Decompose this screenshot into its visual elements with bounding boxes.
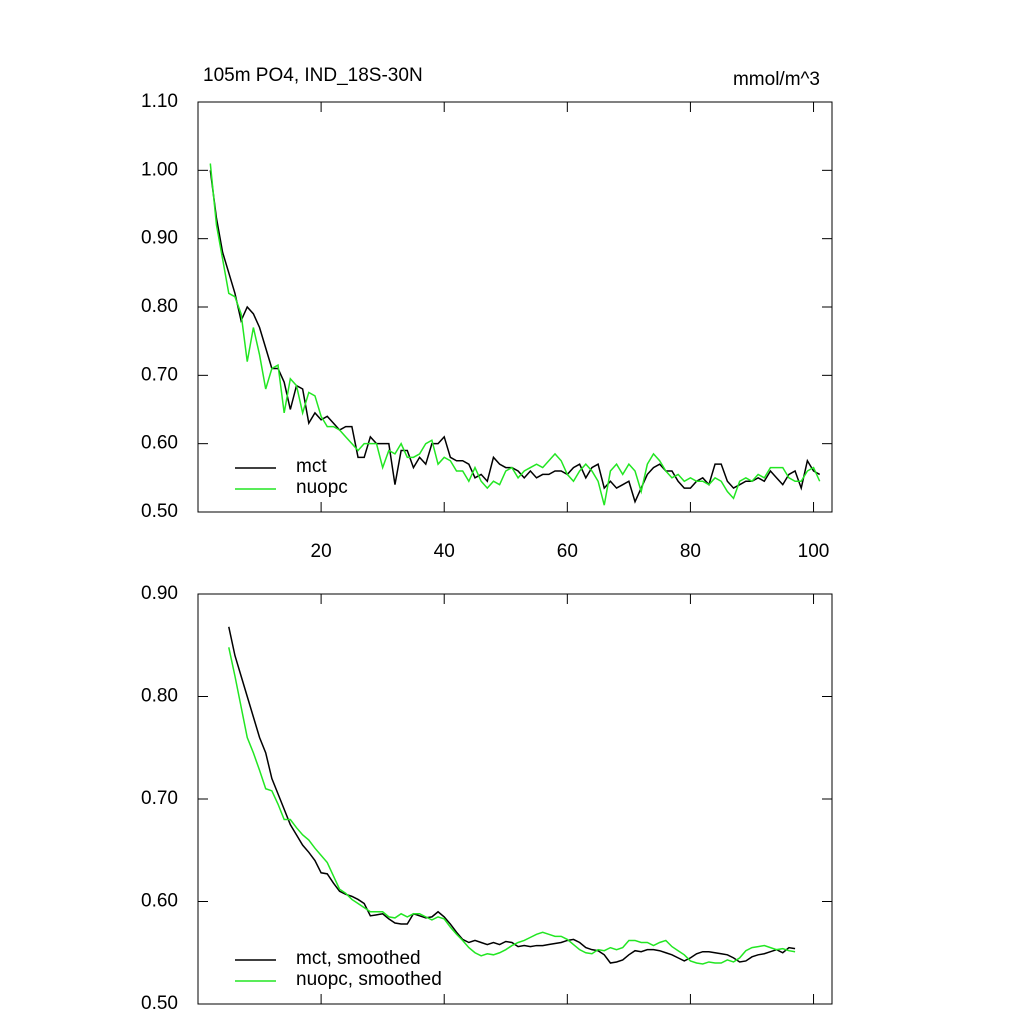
x-tick-label: 100 bbox=[798, 541, 830, 562]
y-tick-label: 0.90 bbox=[141, 228, 178, 249]
y-tick-label: 0.60 bbox=[141, 891, 178, 912]
legend-label: mct, smoothed bbox=[296, 948, 421, 969]
y-tick-label: 0.50 bbox=[141, 501, 178, 522]
y-tick-label: 1.00 bbox=[141, 159, 178, 180]
y-tick-label: 0.60 bbox=[141, 433, 178, 454]
y-tick-label: 0.80 bbox=[141, 296, 178, 317]
plot-frame bbox=[197, 593, 833, 1005]
units-label: mmol/m^3 bbox=[733, 69, 820, 90]
x-tick-label: 60 bbox=[557, 541, 578, 562]
data-line bbox=[228, 647, 796, 965]
y-tick-label: 0.90 bbox=[141, 583, 178, 604]
data-line bbox=[209, 163, 821, 506]
legend-label: nuopc, smoothed bbox=[296, 969, 442, 990]
x-tick-label: 80 bbox=[680, 541, 701, 562]
y-tick-label: 0.70 bbox=[141, 364, 178, 385]
y-tick-label: 0.80 bbox=[141, 686, 178, 707]
x-tick-label: 40 bbox=[434, 541, 455, 562]
y-tick-label: 0.70 bbox=[141, 788, 178, 809]
y-tick-label: 1.10 bbox=[141, 91, 178, 112]
chart-title: 105m PO4, IND_18S-30N bbox=[203, 65, 423, 86]
data-line bbox=[228, 626, 796, 964]
y-tick-label: 0.50 bbox=[141, 993, 178, 1014]
legend-label: mct bbox=[296, 456, 327, 477]
data-line bbox=[209, 170, 821, 504]
x-tick-label: 20 bbox=[311, 541, 332, 562]
plot-frame bbox=[197, 101, 833, 513]
legend-label: nuopc bbox=[296, 477, 348, 498]
